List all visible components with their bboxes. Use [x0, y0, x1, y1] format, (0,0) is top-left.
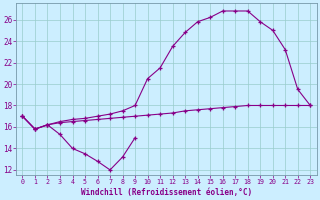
- X-axis label: Windchill (Refroidissement éolien,°C): Windchill (Refroidissement éolien,°C): [81, 188, 252, 197]
